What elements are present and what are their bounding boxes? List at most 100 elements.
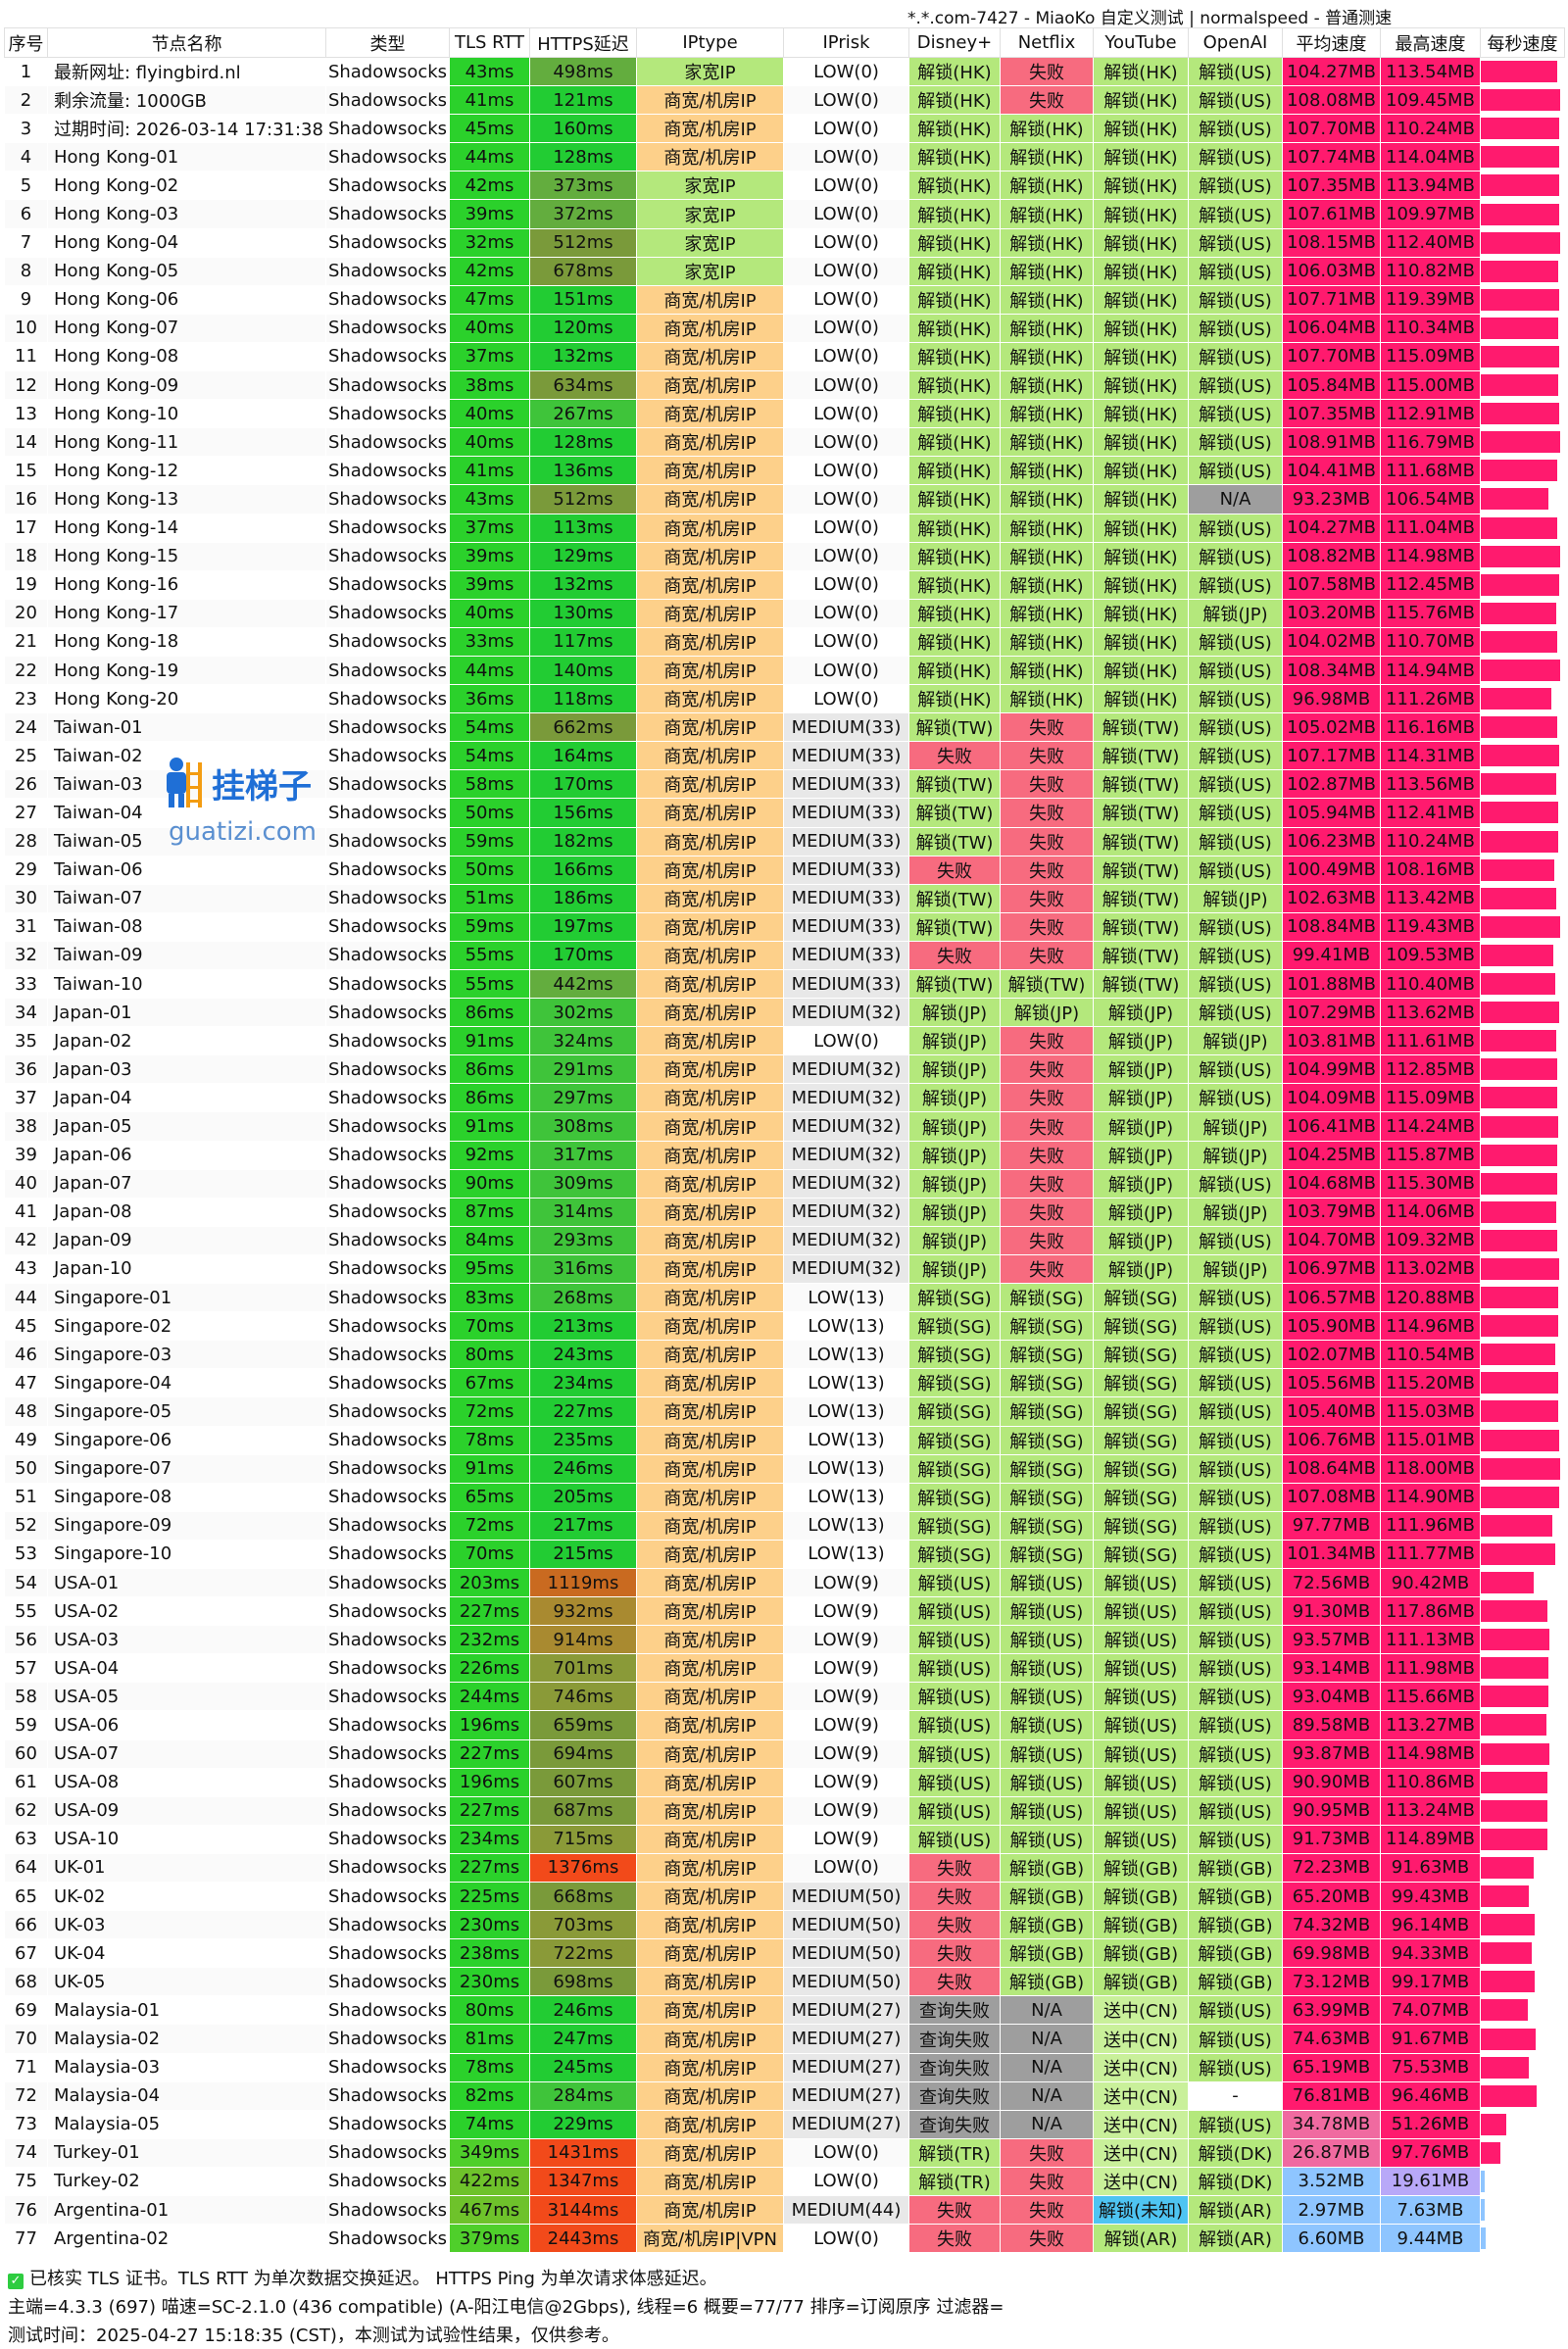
table-row[interactable]: 37 Japan-04 Shadowsocks 86ms 297ms 商宽/机房IP MED… [5,1084,1565,1112]
table-row[interactable]: 39 Japan-06 Shadowsocks 92ms 317ms 商宽/机房IP MED… [5,1141,1565,1169]
table-row[interactable]: 49 Singapore-06 Shadowsocks 78ms 235ms 商宽/机房I… [5,1426,1565,1454]
table-row[interactable]: 42 Japan-09 Shadowsocks 84ms 293ms 商宽/机房IP MED… [5,1226,1565,1254]
table-row[interactable]: 51 Singapore-08 Shadowsocks 65ms 205ms 商宽/机房I… [5,1483,1565,1511]
table-row[interactable]: 15 Hong Kong-12 Shadowsocks 41ms 136ms 商宽/机房I… [5,457,1565,485]
table-row[interactable]: 18 Hong Kong-15 Shadowsocks 39ms 129ms 商宽/机房I… [5,542,1565,570]
column-header-tls-rtt[interactable]: TLS RTT [450,28,530,58]
table-row[interactable]: 31 Taiwan-08 Shadowsocks 59ms 197ms 商宽/机房IP ME… [5,912,1565,941]
table-row[interactable]: 50 Singapore-07 Shadowsocks 91ms 246ms 商宽/机房I… [5,1454,1565,1483]
table-row[interactable]: 43 Japan-10 Shadowsocks 95ms 316ms 商宽/机房IP MED… [5,1254,1565,1283]
table-row[interactable]: 21 Hong Kong-18 Shadowsocks 33ms 117ms 商宽/机房I… [5,627,1565,656]
table-row[interactable]: 12 Hong Kong-09 Shadowsocks 38ms 634ms 商宽/机房I… [5,371,1565,400]
column-header-netflix[interactable]: Netflix [1001,28,1094,58]
table-row[interactable]: 64 UK-01 Shadowsocks 227ms 1376ms 商宽/机房IP LOW(… [5,1853,1565,1882]
table-row[interactable]: 11 Hong Kong-08 Shadowsocks 37ms 132ms 商宽/机房I… [5,342,1565,370]
column-header-iprisk[interactable]: IPrisk [784,28,909,58]
table-row[interactable]: 45 Singapore-02 Shadowsocks 70ms 213ms 商宽/机房I… [5,1312,1565,1341]
cell-iprisk: LOW(0) [784,2225,909,2253]
column-header-avg-speed[interactable]: 平均速度 [1283,28,1381,58]
cell-youtube: 解锁(SG) [1094,1397,1189,1426]
table-row[interactable]: 3 过期时间: 2026-03-14 17:31:38 Shadowsocks 45m… [5,115,1565,143]
table-row[interactable]: 46 Singapore-03 Shadowsocks 80ms 243ms 商宽/机房I… [5,1341,1565,1369]
cell-disney: 解锁(HK) [909,627,1001,656]
cell-type: Shadowsocks [326,742,450,770]
cell-max-speed: 114.24MB [1381,1112,1481,1141]
table-row[interactable]: 32 Taiwan-09 Shadowsocks 55ms 170ms 商宽/机房IP ME… [5,941,1565,969]
table-row[interactable]: 52 Singapore-09 Shadowsocks 72ms 217ms 商宽/机房I… [5,1511,1565,1540]
table-row[interactable]: 10 Hong Kong-07 Shadowsocks 40ms 120ms 商宽/机房I… [5,314,1565,342]
table-row[interactable]: 23 Hong Kong-20 Shadowsocks 36ms 118ms 商宽/机房I… [5,685,1565,713]
table-row[interactable]: 77 Argentina-02 Shadowsocks 379ms 2443ms 商宽/机… [5,2225,1565,2253]
table-row[interactable]: 65 UK-02 Shadowsocks 225ms 668ms 商宽/机房IP MEDIU… [5,1883,1565,1911]
column-header-max-speed[interactable]: 最高速度 [1381,28,1481,58]
table-row[interactable]: 76 Argentina-01 Shadowsocks 467ms 3144ms 商宽/机… [5,2196,1565,2225]
table-row[interactable]: 33 Taiwan-10 Shadowsocks 55ms 442ms 商宽/机房IP ME… [5,970,1565,999]
table-row[interactable]: 1 最新网址: flyingbird.nl Shadowsocks 43ms 498ms… [5,58,1565,86]
table-row[interactable]: 29 Taiwan-06 Shadowsocks 50ms 166ms 商宽/机房IP ME… [5,856,1565,884]
cell-youtube: 解锁(TW) [1094,912,1189,941]
table-row[interactable]: 34 Japan-01 Shadowsocks 86ms 302ms 商宽/机房IP MED… [5,999,1565,1027]
cell-max-speed: 112.45MB [1381,570,1481,599]
table-row[interactable]: 44 Singapore-01 Shadowsocks 83ms 268ms 商宽/机房I… [5,1284,1565,1312]
table-row[interactable]: 75 Turkey-02 Shadowsocks 422ms 1347ms 商宽/机房IP… [5,2167,1565,2195]
table-row[interactable]: 58 USA-05 Shadowsocks 244ms 746ms 商宽/机房IP LOW(… [5,1683,1565,1711]
cell-per-second-speed [1481,457,1565,485]
table-row[interactable]: 24 Taiwan-01 Shadowsocks 54ms 662ms 商宽/机房IP ME… [5,713,1565,742]
column-header-type[interactable]: 类型 [326,28,450,58]
table-row[interactable]: 66 UK-03 Shadowsocks 230ms 703ms 商宽/机房IP MEDIU… [5,1911,1565,1939]
table-row[interactable]: 17 Hong Kong-14 Shadowsocks 37ms 113ms 商宽/机房I… [5,514,1565,542]
table-row[interactable]: 19 Hong Kong-16 Shadowsocks 39ms 132ms 商宽/机房I… [5,570,1565,599]
table-row[interactable]: 30 Taiwan-07 Shadowsocks 51ms 186ms 商宽/机房IP ME… [5,884,1565,912]
table-row[interactable]: 47 Singapore-04 Shadowsocks 67ms 234ms 商宽/机房I… [5,1369,1565,1397]
column-header-per-second-speed[interactable]: 每秒速度 [1481,28,1565,58]
table-row[interactable]: 48 Singapore-05 Shadowsocks 72ms 227ms 商宽/机房I… [5,1397,1565,1426]
table-row[interactable]: 9 Hong Kong-06 Shadowsocks 47ms 151ms 商宽/机房IP… [5,285,1565,314]
table-row[interactable]: 62 USA-09 Shadowsocks 227ms 687ms 商宽/机房IP LOW(… [5,1796,1565,1825]
column-header-iptype[interactable]: IPtype [637,28,784,58]
table-row[interactable]: 60 USA-07 Shadowsocks 227ms 694ms 商宽/机房IP LOW(… [5,1739,1565,1768]
cell-node-name: Argentina-02 [48,2225,326,2253]
table-row[interactable]: 54 USA-01 Shadowsocks 203ms 1119ms 商宽/机房IP LOW… [5,1568,1565,1596]
table-row[interactable]: 14 Hong Kong-11 Shadowsocks 40ms 128ms 商宽/机房I… [5,428,1565,457]
cell-tls-rtt: 37ms [450,342,530,370]
table-row[interactable]: 69 Malaysia-01 Shadowsocks 80ms 246ms 商宽/机房IP… [5,1996,1565,2025]
table-row[interactable]: 73 Malaysia-05 Shadowsocks 74ms 229ms 商宽/机房IP… [5,2110,1565,2138]
column-header-youtube[interactable]: YouTube [1094,28,1189,58]
column-header-index[interactable]: 序号 [5,28,48,58]
table-row[interactable]: 71 Malaysia-03 Shadowsocks 78ms 245ms 商宽/机房IP… [5,2053,1565,2081]
table-row[interactable]: 5 Hong Kong-02 Shadowsocks 42ms 373ms 家宽IP LOW… [5,171,1565,200]
table-row[interactable]: 22 Hong Kong-19 Shadowsocks 44ms 140ms 商宽/机房I… [5,656,1565,684]
table-row[interactable]: 38 Japan-05 Shadowsocks 91ms 308ms 商宽/机房IP MED… [5,1112,1565,1141]
table-row[interactable]: 63 USA-10 Shadowsocks 234ms 715ms 商宽/机房IP LOW(… [5,1825,1565,1853]
table-row[interactable]: 72 Malaysia-04 Shadowsocks 82ms 284ms 商宽/机房IP… [5,2081,1565,2110]
table-row[interactable]: 16 Hong Kong-13 Shadowsocks 43ms 512ms 商宽/机房I… [5,485,1565,514]
table-row[interactable]: 74 Turkey-01 Shadowsocks 349ms 1431ms 商宽/机房IP… [5,2138,1565,2167]
table-row[interactable]: 36 Japan-03 Shadowsocks 86ms 291ms 商宽/机房IP MED… [5,1055,1565,1084]
table-row[interactable]: 4 Hong Kong-01 Shadowsocks 44ms 128ms 商宽/机房IP… [5,143,1565,171]
table-row[interactable]: 53 Singapore-10 Shadowsocks 70ms 215ms 商宽/机房I… [5,1540,1565,1568]
table-row[interactable]: 7 Hong Kong-04 Shadowsocks 32ms 512ms 家宽IP LOW… [5,228,1565,257]
table-row[interactable]: 61 USA-08 Shadowsocks 196ms 607ms 商宽/机房IP LOW(… [5,1768,1565,1796]
table-row[interactable]: 2 剩余流量: 1000GB Shadowsocks 41ms 121ms 商宽/机房IP… [5,86,1565,115]
table-row[interactable]: 13 Hong Kong-10 Shadowsocks 40ms 267ms 商宽/机房I… [5,400,1565,428]
column-header-node-name[interactable]: 节点名称 [48,28,326,58]
table-row[interactable]: 59 USA-06 Shadowsocks 196ms 659ms 商宽/机房IP LOW(… [5,1711,1565,1739]
table-row[interactable]: 6 Hong Kong-03 Shadowsocks 39ms 372ms 家宽IP LOW… [5,200,1565,228]
table-row[interactable]: 20 Hong Kong-17 Shadowsocks 40ms 130ms 商宽/机房I… [5,599,1565,627]
table-row[interactable]: 68 UK-05 Shadowsocks 230ms 698ms 商宽/机房IP MEDIU… [5,1968,1565,1996]
table-row[interactable]: 56 USA-03 Shadowsocks 232ms 914ms 商宽/机房IP LOW(… [5,1626,1565,1654]
table-row[interactable]: 40 Japan-07 Shadowsocks 90ms 309ms 商宽/机房IP MED… [5,1169,1565,1198]
table-row[interactable]: 35 Japan-02 Shadowsocks 91ms 324ms 商宽/机房IP LOW… [5,1027,1565,1055]
table-row[interactable]: 8 Hong Kong-05 Shadowsocks 42ms 678ms 家宽IP LOW… [5,257,1565,285]
cell-per-second-speed [1481,1312,1565,1341]
table-row[interactable]: 55 USA-02 Shadowsocks 227ms 932ms 商宽/机房IP LOW(… [5,1597,1565,1626]
table-row[interactable]: 67 UK-04 Shadowsocks 238ms 722ms 商宽/机房IP MEDIU… [5,1939,1565,1968]
cell-iptype: 商宽/机房IP [637,599,784,627]
column-header-https-latency[interactable]: HTTPS延迟 [530,28,637,58]
column-header-openai[interactable]: OpenAI [1189,28,1283,58]
table-row[interactable]: 70 Malaysia-02 Shadowsocks 81ms 247ms 商宽/机房IP… [5,2025,1565,2053]
table-row[interactable]: 57 USA-04 Shadowsocks 226ms 701ms 商宽/机房IP LOW(… [5,1654,1565,1683]
column-header-disney[interactable]: Disney+ [909,28,1001,58]
cell-disney: 解锁(JP) [909,1141,1001,1169]
table-row[interactable]: 41 Japan-08 Shadowsocks 87ms 314ms 商宽/机房IP MED… [5,1198,1565,1226]
